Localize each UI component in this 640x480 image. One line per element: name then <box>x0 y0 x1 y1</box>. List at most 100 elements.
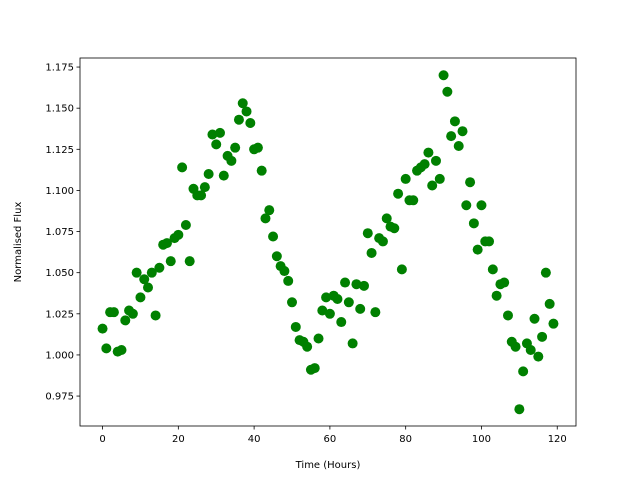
data-point <box>180 219 191 230</box>
data-point <box>332 294 343 305</box>
y-tick-label: 1.050 <box>45 268 74 279</box>
data-point <box>196 190 207 201</box>
data-point <box>370 307 381 318</box>
data-point <box>491 290 502 301</box>
data-point <box>510 341 521 352</box>
data-point <box>237 98 248 109</box>
y-tick-label: 1.175 <box>45 63 74 74</box>
data-point <box>324 308 335 319</box>
data-point <box>544 298 555 309</box>
x-tick-label: 120 <box>548 434 567 445</box>
data-point <box>97 323 108 334</box>
data-point <box>199 182 210 193</box>
data-point <box>499 277 510 288</box>
data-point <box>427 180 438 191</box>
y-tick-label: 1.125 <box>45 145 74 156</box>
data-point <box>321 292 332 303</box>
data-point <box>226 155 237 166</box>
data-point <box>184 256 195 267</box>
data-point <box>355 303 366 314</box>
x-tick-label: 100 <box>472 434 491 445</box>
data-point <box>271 251 282 262</box>
data-point <box>127 308 138 319</box>
x-tick-label: 0 <box>99 434 105 445</box>
data-point <box>343 297 354 308</box>
data-point <box>442 86 453 97</box>
data-point <box>116 344 127 355</box>
data-point <box>446 131 457 142</box>
data-point <box>264 205 275 216</box>
x-tick-label: 80 <box>399 434 412 445</box>
data-point <box>313 333 324 344</box>
data-point <box>502 310 513 321</box>
data-point <box>472 244 483 255</box>
data-point <box>203 168 214 179</box>
data-point <box>453 141 464 152</box>
data-point <box>268 231 279 242</box>
data-point <box>484 236 495 247</box>
x-tick-label: 40 <box>248 434 261 445</box>
data-point <box>465 177 476 188</box>
data-point <box>131 267 142 278</box>
y-tick-label: 1.000 <box>45 350 74 361</box>
y-tick-label: 1.075 <box>45 227 74 238</box>
data-point <box>400 173 411 184</box>
data-point <box>377 236 388 247</box>
data-point <box>302 341 313 352</box>
data-point <box>449 116 460 127</box>
y-tick-label: 0.975 <box>45 392 74 403</box>
data-point <box>408 195 419 206</box>
data-point <box>430 155 441 166</box>
data-point <box>351 279 362 290</box>
data-point <box>487 264 498 275</box>
data-point <box>218 170 229 181</box>
data-point <box>393 188 404 199</box>
data-point <box>233 114 244 125</box>
data-point <box>548 318 559 329</box>
data-point <box>154 262 165 273</box>
data-point <box>207 129 218 140</box>
x-tick-label: 60 <box>324 434 337 445</box>
x-axis: 0 20 40 60 80 100 120 <box>99 426 567 445</box>
data-point <box>514 404 525 415</box>
y-tick-label: 1.025 <box>45 309 74 320</box>
data-point <box>161 238 172 249</box>
data-point <box>540 267 551 278</box>
axes-frame <box>79 57 577 427</box>
data-point <box>533 351 544 362</box>
data-point <box>537 331 548 342</box>
y-tick-label: 1.100 <box>45 186 74 197</box>
data-point <box>389 223 400 234</box>
data-point <box>461 200 472 211</box>
data-point <box>317 305 328 316</box>
data-point <box>146 267 157 278</box>
data-point <box>290 321 301 332</box>
data-point <box>120 315 131 326</box>
x-axis-label: Time (Hours) <box>295 460 361 471</box>
y-tick-label: 1.150 <box>45 104 74 115</box>
data-point <box>529 313 540 324</box>
data-point <box>245 117 256 128</box>
data-point <box>260 213 271 224</box>
data-point <box>434 173 445 184</box>
data-point <box>358 280 369 291</box>
data-point <box>518 366 529 377</box>
data-point <box>287 297 298 308</box>
y-axis: 0.975 1.000 1.025 1.050 1.075 1.100 1.125 1.150… <box>45 63 80 403</box>
data-point <box>438 70 449 81</box>
data-point <box>381 213 392 224</box>
data-point <box>211 139 222 150</box>
data-point <box>173 229 184 240</box>
data-point <box>135 292 146 303</box>
data-point <box>177 162 188 173</box>
x-tick-label: 20 <box>172 434 185 445</box>
data-point <box>252 142 263 153</box>
data-point <box>230 142 241 153</box>
data-points <box>97 70 559 415</box>
y-axis-label: Normalised Flux <box>13 202 24 283</box>
data-point <box>476 200 487 211</box>
data-point <box>362 228 373 239</box>
data-point <box>150 310 161 321</box>
